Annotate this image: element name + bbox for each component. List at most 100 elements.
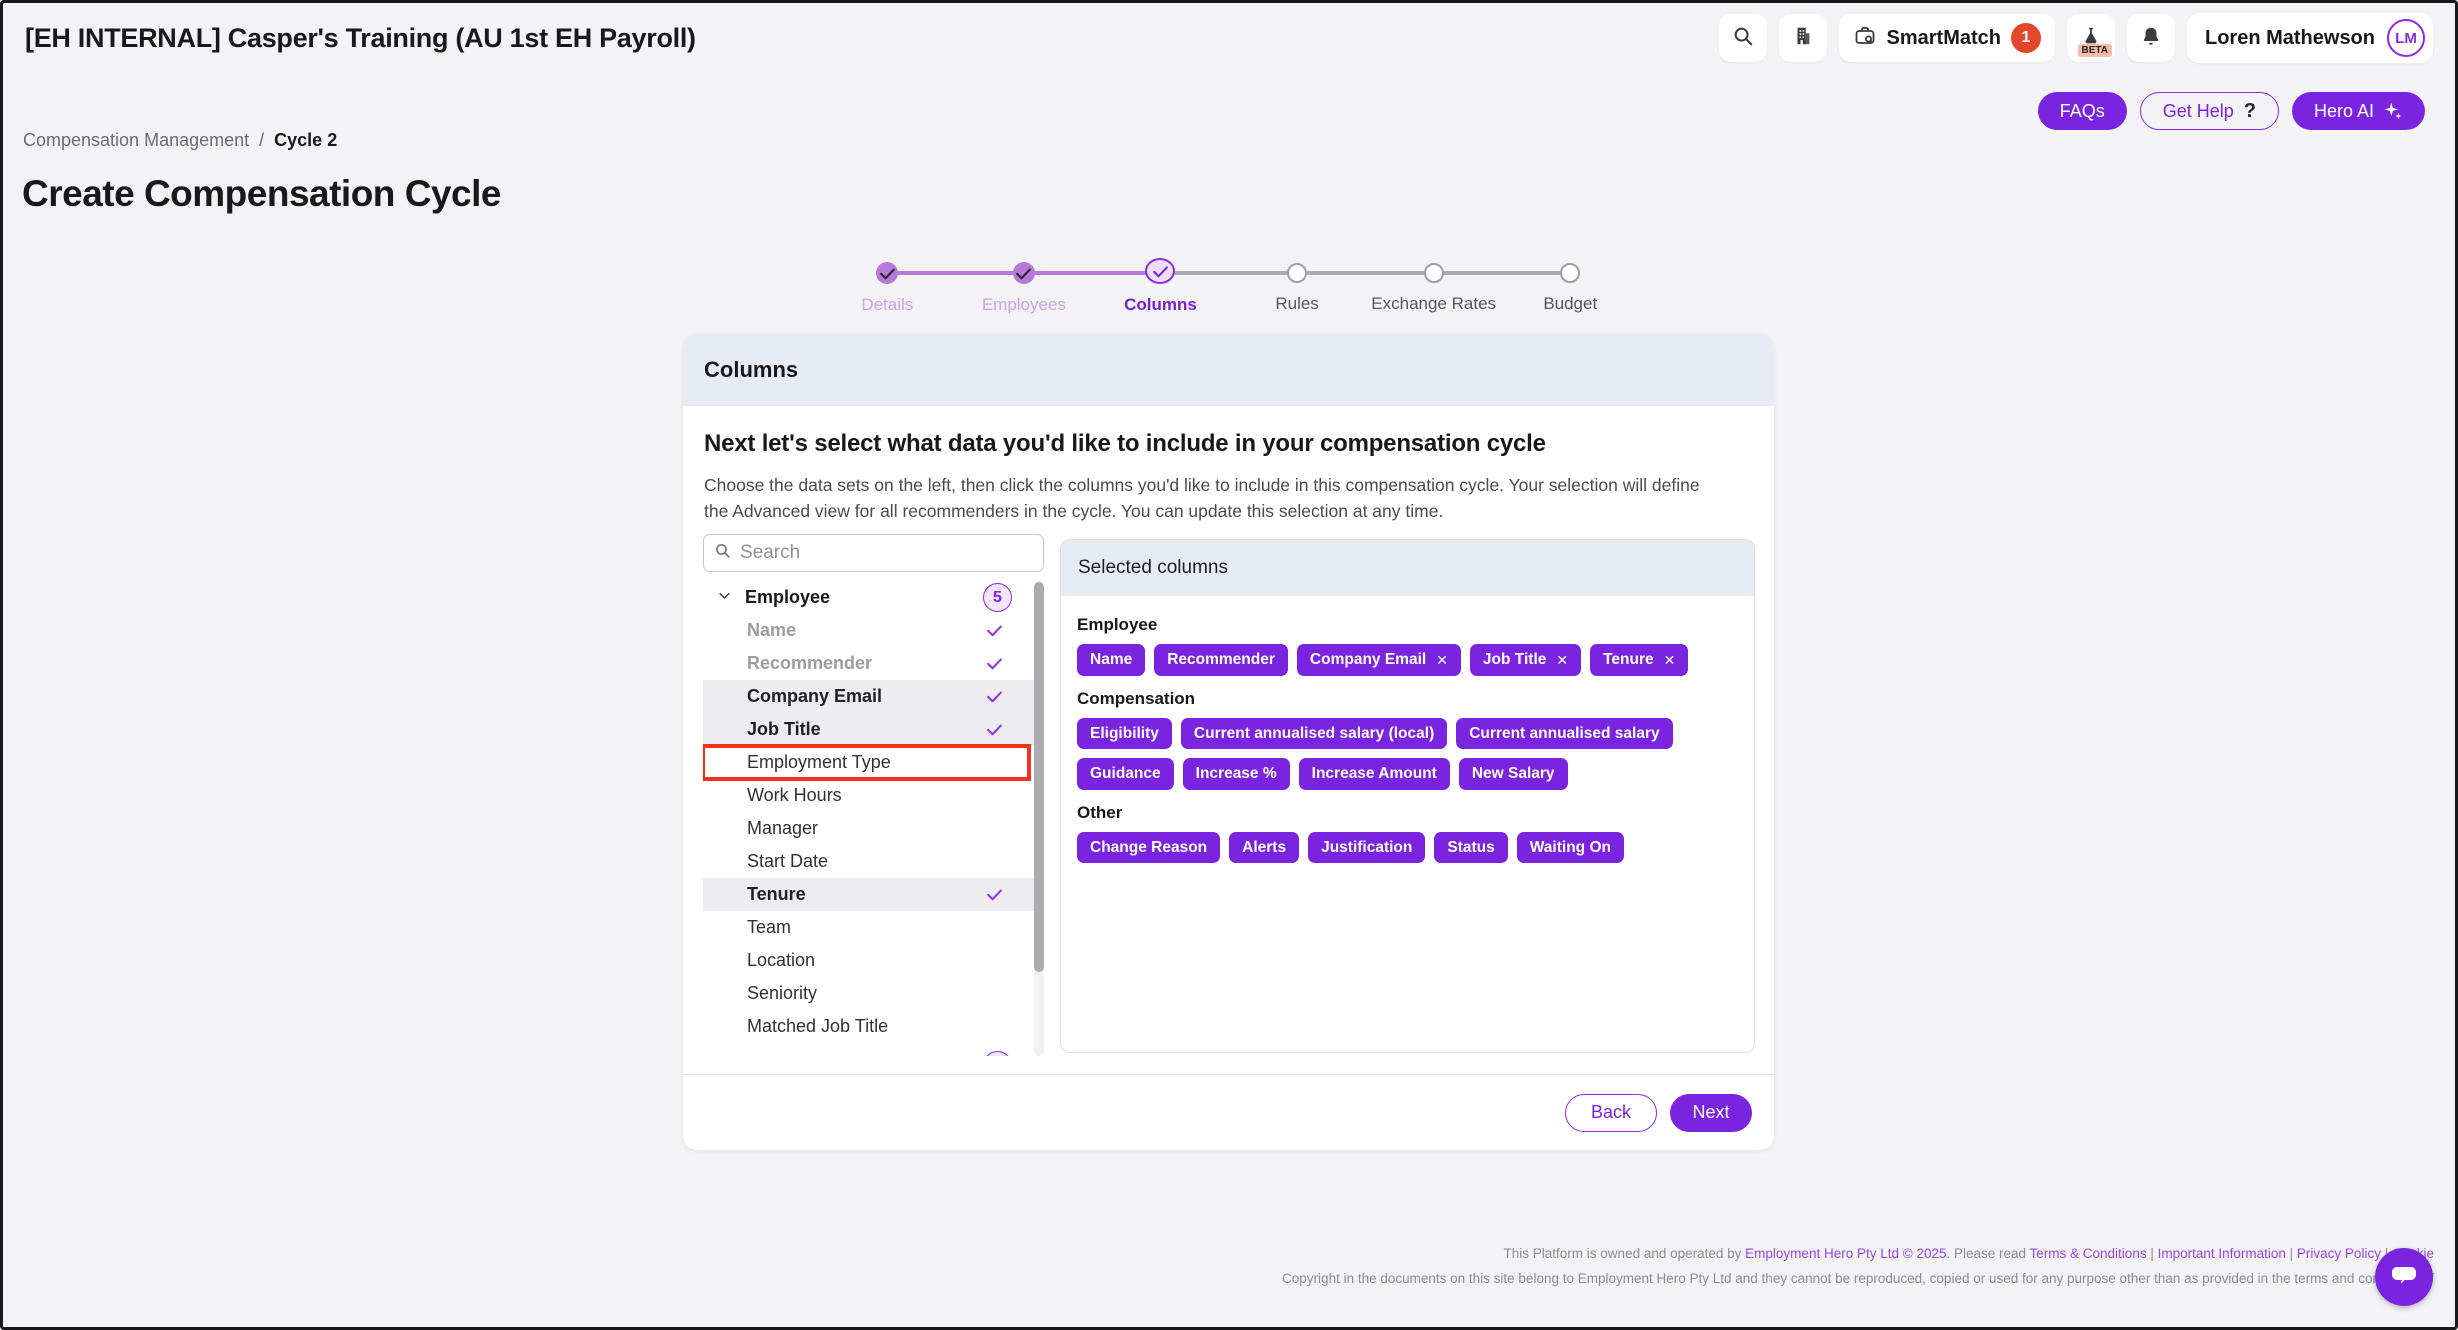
chip-recommender[interactable]: Recommender	[1154, 644, 1288, 676]
chip-group-title-employee: Employee	[1077, 615, 1158, 634]
footer-text: This Platform is owned and operated by	[1503, 1246, 1746, 1261]
tree-item-team[interactable]: Team	[703, 911, 1034, 944]
tree-item-start-date[interactable]: Start Date	[703, 845, 1034, 878]
chevron-down-icon[interactable]	[717, 587, 732, 608]
chip-current-annualised-salary[interactable]: Current annualised salary	[1456, 717, 1673, 749]
sparkle-icon	[2383, 101, 2403, 121]
chip-eligibility[interactable]: Eligibility	[1077, 717, 1172, 749]
column-search[interactable]	[703, 534, 1044, 572]
breadcrumb-separator: /	[259, 130, 265, 150]
chip-waiting-on[interactable]: Waiting On	[1516, 831, 1624, 863]
chip-group-compensation: Eligibility Current annualised salary (lo…	[1077, 717, 1738, 790]
search-button[interactable]	[1718, 14, 1767, 62]
remove-chip-icon[interactable]: ✕	[1436, 651, 1448, 668]
chip-guidance[interactable]: Guidance	[1077, 758, 1174, 790]
search-input[interactable]	[740, 542, 1033, 564]
tree-item-matched-job-title[interactable]: Matched Job Title	[703, 1010, 1034, 1043]
faqs-button[interactable]: FAQs	[2037, 92, 2127, 130]
footer-text: |	[2285, 1246, 2297, 1261]
chip-tenure[interactable]: Tenure ✕	[1590, 644, 1689, 676]
breadcrumb: Compensation Management / Cycle 2	[23, 130, 337, 151]
chip-group-title-compensation: Compensation	[1077, 688, 1196, 708]
tree-item-label: Manager	[747, 818, 819, 838]
chip-status[interactable]: Status	[1434, 831, 1508, 863]
tree-group-employee[interactable]: Employee 5	[703, 581, 1034, 614]
hero-ai-button[interactable]: Hero AI	[2291, 92, 2425, 130]
tree-item-seniority[interactable]: Seniority	[703, 977, 1034, 1010]
tree-item-employment-type[interactable]: Employment Type	[703, 744, 1034, 781]
chip-label: Waiting On	[1529, 838, 1611, 856]
check-icon	[985, 654, 1004, 678]
columns-card: Columns Next let's select what data you'…	[683, 334, 1774, 1150]
chip-increase[interactable]: Increase %	[1182, 758, 1290, 790]
tree-item-company-email[interactable]: Company Email	[703, 680, 1034, 713]
remove-chip-icon[interactable]: ✕	[1663, 651, 1676, 668]
chip-label: Current annualised salary	[1469, 724, 1660, 742]
chip-label: Tenure	[1603, 651, 1654, 668]
chip-current-annualised-salary-local[interactable]: Current annualised salary (local)	[1180, 717, 1448, 749]
tree-item-label: Work Hours	[747, 785, 842, 805]
chip-name[interactable]: Name	[1077, 644, 1146, 676]
footer-link[interactable]: Important Information	[2157, 1246, 2286, 1261]
chip-group-title-other: Other	[1077, 802, 1123, 822]
check-icon	[985, 720, 1004, 744]
back-button[interactable]: Back	[1565, 1093, 1657, 1132]
step-label: Exchange Rates	[1371, 294, 1497, 313]
step-label: Employees	[981, 295, 1066, 314]
footer-link[interactable]: Employment Hero Pty Ltd © 2025	[1745, 1246, 1947, 1261]
chip-label: Change Reason	[1090, 838, 1208, 856]
column-tree: Employee 5 Name Recommender Company Email Job…	[703, 581, 1044, 1056]
tree-item-job-title[interactable]: Job Title	[703, 713, 1034, 746]
beta-labs-button[interactable]: BETA	[2066, 14, 2115, 62]
step-rules[interactable]: Rules	[1229, 255, 1366, 315]
tree-item-recommender: Recommender	[703, 647, 1034, 680]
footer-link[interactable]: Privacy Policy	[2296, 1246, 2381, 1261]
tree-item-manager[interactable]: Manager	[703, 812, 1034, 845]
chip-label: Name	[1090, 651, 1133, 668]
tree-item-location[interactable]: Location	[703, 944, 1034, 977]
chip-group-employee: Name Recommender Company Email ✕ Job Title ✕ T…	[1077, 644, 1738, 676]
chip-new-salary[interactable]: New Salary	[1458, 758, 1568, 790]
next-button[interactable]: Next	[1670, 1093, 1752, 1132]
breadcrumb-parent[interactable]: Compensation Management	[23, 130, 250, 150]
chip-justification[interactable]: Justification	[1308, 831, 1426, 863]
user-menu[interactable]: Loren Mathewson LM	[2186, 13, 2433, 63]
breadcrumb-current: Cycle 2	[274, 130, 338, 150]
page-title: Create Compensation Cycle	[22, 173, 501, 214]
footer-legal-line2: Copyright in the documents on this site …	[1282, 1271, 2434, 1286]
step-exchange-rates[interactable]: Exchange Rates	[1365, 255, 1502, 315]
group-count-badge: 5	[983, 583, 1012, 612]
footer-text: |	[2146, 1246, 2158, 1261]
remove-chip-icon[interactable]: ✕	[1556, 651, 1569, 668]
chip-label: Alerts	[1242, 838, 1287, 856]
scrollbar-thumb[interactable]	[1034, 582, 1044, 972]
chip-job-title[interactable]: Job Title ✕	[1469, 644, 1582, 676]
step-circle	[1560, 263, 1581, 283]
chip-label: Guidance	[1090, 765, 1161, 782]
step-check-icon	[1012, 262, 1035, 284]
get-help-button[interactable]: Get Help ?	[2139, 92, 2279, 130]
tree-item-tenure[interactable]: Tenure	[703, 878, 1034, 911]
step-budget[interactable]: Budget	[1502, 255, 1639, 315]
chip-alerts[interactable]: Alerts	[1229, 831, 1300, 863]
card-description: Choose the data sets on the left, then c…	[704, 475, 1700, 521]
step-columns[interactable]: Columns	[1092, 255, 1229, 315]
chip-label: Justification	[1321, 838, 1413, 856]
question-mark-icon: ?	[2243, 99, 2256, 122]
organisation-button[interactable]	[1778, 14, 1827, 62]
notifications-button[interactable]	[2126, 14, 2175, 62]
group-count-badge	[983, 1051, 1012, 1056]
briefcase-search-icon	[1853, 24, 1877, 53]
chip-increase-amount[interactable]: Increase Amount	[1298, 758, 1450, 790]
tree-item-work-hours[interactable]: Work Hours	[703, 779, 1034, 812]
chat-launcher-button[interactable]	[2375, 1248, 2433, 1306]
tree-scrollbar	[1034, 581, 1044, 1056]
footer-link[interactable]: Terms & Conditions	[2029, 1246, 2147, 1261]
chip-change-reason[interactable]: Change Reason	[1077, 831, 1221, 863]
step-details[interactable]: Details	[819, 255, 956, 315]
smartmatch-button[interactable]: SmartMatch 1	[1838, 14, 2055, 62]
chip-company-email[interactable]: Company Email ✕	[1296, 644, 1461, 676]
step-employees[interactable]: Employees	[956, 255, 1093, 315]
check-icon	[985, 687, 1004, 711]
chip-label: Current annualised salary (local)	[1193, 724, 1435, 742]
